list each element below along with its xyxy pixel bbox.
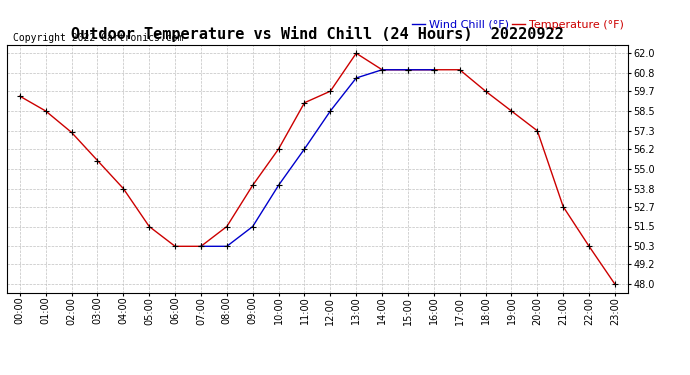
Text: Copyright 2022 Cartronics.com: Copyright 2022 Cartronics.com	[13, 33, 184, 42]
Title: Outdoor Temperature vs Wind Chill (24 Hours)  20220922: Outdoor Temperature vs Wind Chill (24 Ho…	[71, 27, 564, 42]
Legend: Wind Chill (°F), Temperature (°F): Wind Chill (°F), Temperature (°F)	[408, 15, 628, 34]
